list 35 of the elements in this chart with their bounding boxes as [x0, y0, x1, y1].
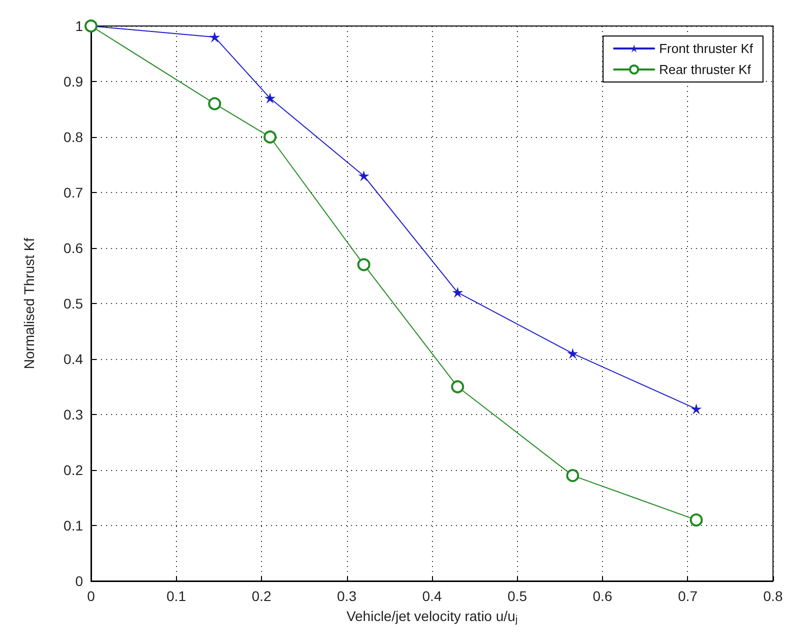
x-tick-label: 0.6 [592, 588, 612, 604]
point [451, 380, 464, 394]
point [357, 258, 370, 272]
x-tick-label: 0.2 [252, 588, 272, 604]
point [358, 170, 370, 182]
legend-label: Front thruster Kf [659, 41, 754, 56]
point [452, 286, 464, 298]
y-tick-label: 1 [75, 18, 84, 34]
legend-label: Rear thruster Kf [659, 62, 752, 77]
point [566, 469, 580, 482]
x-tick-label: 0.1 [166, 588, 186, 604]
point [264, 92, 276, 104]
x-tick-label: 0.8 [763, 588, 783, 604]
y-tick-label: 0.1 [64, 518, 84, 534]
y-tick-label: 0.3 [64, 406, 84, 422]
y-tick-label: 0.2 [64, 462, 84, 478]
point [690, 513, 703, 526]
x-tick-label: 0.7 [678, 588, 698, 604]
point [567, 348, 578, 359]
x-tick-label: 0.3 [337, 588, 357, 604]
point [690, 403, 702, 414]
y-tick-label: 0.4 [64, 351, 84, 367]
x-tick-label: 0.5 [508, 588, 528, 604]
y-tick-label: 0.5 [64, 296, 84, 312]
y-tick-label: 0.9 [64, 74, 84, 90]
x-tick-label: 0.4 [422, 588, 442, 604]
point [264, 130, 277, 144]
y-tick-label: 0.8 [64, 129, 84, 145]
y-tick-label: 0 [75, 573, 84, 589]
y-axis-title: Normalised Thrust Kf [21, 238, 37, 370]
x-tick-label: 0 [87, 588, 96, 604]
y-tick-label: 0.6 [64, 240, 84, 256]
y-tick-label: 0.7 [64, 184, 84, 200]
point [209, 32, 220, 43]
point [208, 97, 222, 110]
